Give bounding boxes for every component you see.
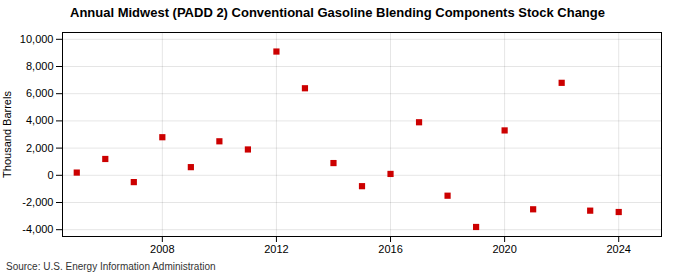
svg-text:6,000: 6,000 <box>26 87 54 99</box>
svg-text:0: 0 <box>47 169 53 181</box>
svg-text:2020: 2020 <box>492 243 516 255</box>
svg-text:2,000: 2,000 <box>26 142 54 154</box>
svg-text:2016: 2016 <box>378 243 402 255</box>
svg-text:4,000: 4,000 <box>26 114 54 126</box>
svg-text:-2,000: -2,000 <box>22 196 53 208</box>
svg-text:-4,000: -4,000 <box>22 223 53 235</box>
svg-text:8,000: 8,000 <box>26 60 54 72</box>
html-text:Annual Midwest (PADD 2) Conven: Annual Midwest (PADD 2) Conventional Gas… <box>70 5 605 20</box>
svg-text:2008: 2008 <box>150 243 174 255</box>
svg-text:10,000: 10,000 <box>20 33 54 45</box>
html-text:Source: U.S. Energy Informatio: Source: U.S. Energy Information Administ… <box>6 261 216 272</box>
svg-text:Thousand Barrels: Thousand Barrels <box>1 91 13 178</box>
svg-text:2012: 2012 <box>264 243 288 255</box>
svg-text:2024: 2024 <box>606 243 630 255</box>
